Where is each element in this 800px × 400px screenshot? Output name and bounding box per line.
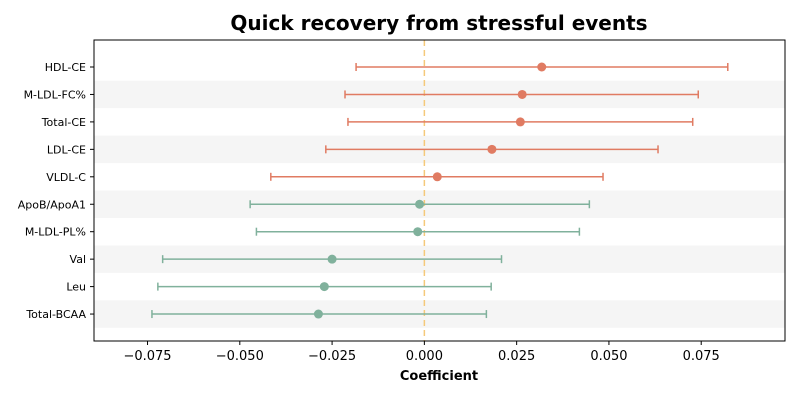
x-axis-label: Coefficient [400, 369, 478, 384]
point-estimate [413, 227, 423, 237]
y-tick-label: Leu [66, 281, 86, 294]
point-estimate [517, 89, 527, 99]
point-estimate [319, 282, 329, 292]
y-tick-label: HDL-CE [45, 61, 86, 74]
x-tick-label: −0.075 [123, 349, 171, 364]
chart-title: Quick recovery from stressful events [230, 11, 647, 35]
y-tick-label: Val [70, 253, 86, 266]
x-tick-label: 0.075 [683, 349, 720, 364]
y-tick-label: M-LDL-PL% [25, 226, 86, 239]
point-estimate [537, 62, 547, 72]
point-estimate [487, 144, 497, 154]
x-axis: −0.075 −0.050 −0.025 0.000 0.025 0.050 0.075 [123, 341, 720, 364]
point-estimates [313, 62, 547, 319]
y-tick-label: ApoB/ApoA1 [18, 198, 86, 211]
y-axis: HDL-CE M-LDL-FC% Total-CE LDL-CE VLDL-C ApoB/… [18, 61, 94, 321]
x-tick-label: 0.025 [498, 349, 535, 364]
point-estimate [313, 309, 323, 319]
y-tick-label: Total-CE [41, 116, 86, 129]
y-tick-label: VLDL-C [46, 171, 86, 184]
x-tick-label: −0.025 [308, 349, 356, 364]
y-tick-label: Total-BCAA [25, 308, 86, 321]
point-estimate [515, 117, 525, 127]
x-tick-label: 0.050 [590, 349, 627, 364]
y-tick-label: M-LDL-FC% [24, 88, 86, 101]
x-tick-label: 0.000 [406, 349, 443, 364]
point-estimate [432, 172, 442, 182]
plot-frame [93, 39, 786, 342]
y-tick-label: LDL-CE [47, 143, 86, 156]
point-estimate [415, 199, 425, 209]
point-estimate [327, 254, 337, 264]
x-tick-label: −0.050 [216, 349, 264, 364]
